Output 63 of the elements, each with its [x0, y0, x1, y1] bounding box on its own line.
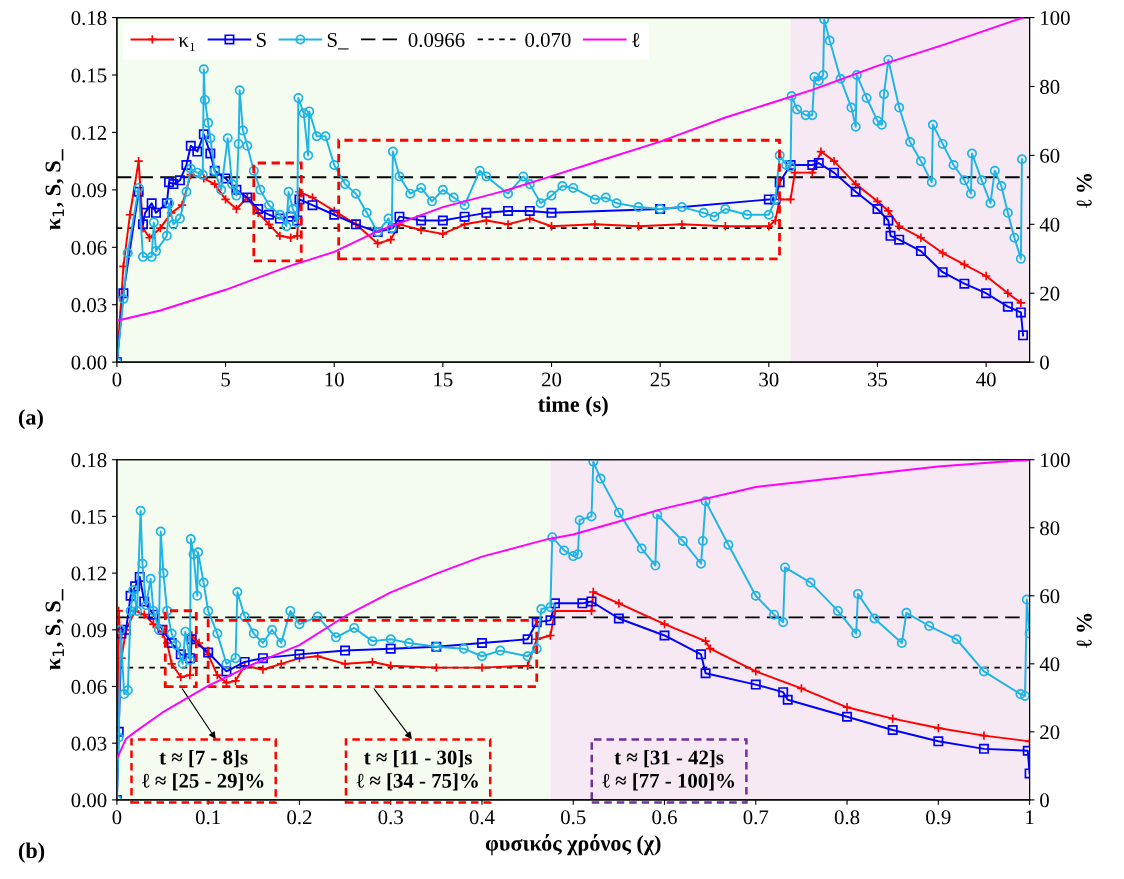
- text: (b): [18, 842, 45, 863]
- y-tick-label: 0.06: [71, 679, 107, 695]
- x-tick-label: 5: [221, 372, 230, 387]
- y2-tick-label: 20: [1040, 286, 1060, 301]
- x-tick-label: 20: [542, 372, 562, 387]
- y-tick-label: 0.18: [71, 453, 107, 468]
- x-tick-label: 0.7: [743, 810, 769, 825]
- y-tick-label: 0.15: [71, 509, 107, 524]
- x-tick-label: 1: [1026, 810, 1034, 825]
- y-tick-label: 0.03: [71, 298, 107, 313]
- annotation: t ≈ [7 - 8]s ℓ ≈ [25 - 29]%: [142, 749, 264, 791]
- y2-axis-title: ℓ %: [1076, 613, 1092, 648]
- y2-tick-label: 100: [1041, 453, 1070, 468]
- legend-label: κ₁: [178, 37, 195, 51]
- x-tick-label: 0.3: [378, 810, 403, 825]
- text: (a): [18, 409, 43, 430]
- y-tick-label: 0.00: [71, 793, 107, 808]
- legend-label: S_: [327, 32, 349, 50]
- y-tick-label: 0.00: [71, 355, 107, 370]
- y2-tick-label: 80: [1040, 521, 1060, 536]
- x-tick-label: 0.2: [287, 810, 312, 825]
- x-axis-title: time (s): [538, 396, 608, 417]
- x-tick-label: 25: [650, 372, 670, 387]
- y-tick-label: 0.18: [71, 10, 107, 26]
- y2-tick-label: 20: [1040, 725, 1060, 740]
- y2-tick-label: 40: [1039, 217, 1060, 232]
- y-tick-label: 0.03: [71, 736, 107, 751]
- x-tick-label: 0.1: [195, 810, 220, 825]
- y2-tick-label: 60: [1040, 148, 1060, 163]
- y2-tick-label: 60: [1040, 589, 1060, 604]
- x-tick-label: 35: [868, 372, 888, 387]
- legend-label: 0.0966: [408, 32, 465, 48]
- y2-tick-label: 0: [1040, 793, 1049, 808]
- x-tick-label: 0.4: [469, 810, 495, 825]
- y-tick-label: 0.09: [71, 183, 107, 198]
- x-tick-label: 30: [759, 372, 779, 387]
- y2-tick-label: 0: [1040, 355, 1049, 370]
- x-tick-label: 0.5: [561, 810, 586, 825]
- y-tick-label: 0.15: [71, 68, 107, 83]
- y2-tick-label: 100: [1041, 10, 1070, 26]
- y2-tick-label: 40: [1039, 657, 1060, 672]
- x-tick-label: 0: [112, 372, 122, 387]
- legend-label: ℓ: [631, 32, 640, 47]
- y-tick-label: 0.12: [71, 125, 107, 140]
- y2-tick-label: 80: [1040, 79, 1060, 94]
- y-tick-label: 0.09: [71, 623, 107, 638]
- legend-label: 0.070: [525, 32, 571, 48]
- y2-axis-title: ℓ %: [1076, 173, 1092, 208]
- x-tick-label: 0.8: [834, 810, 860, 825]
- x-tick-label: 0.6: [652, 810, 677, 825]
- x-axis-title: φυσικός χρόνος (χ): [485, 834, 661, 856]
- x-tick-label: 0: [112, 810, 122, 825]
- x-tick-label: 15: [434, 372, 453, 387]
- x-tick-label: 40: [976, 372, 996, 387]
- annotation: t ≈ [31 - 42]s ℓ ≈ [77 - 100]%: [602, 749, 735, 791]
- y-tick-label: 0.12: [71, 566, 107, 581]
- x-tick-label: 10: [325, 372, 344, 387]
- legend-label: S: [256, 32, 266, 47]
- y-tick-label: 0.06: [71, 240, 107, 255]
- x-tick-label: 0.9: [926, 810, 951, 825]
- y-axis-title: κ$_{1}$, S, S_: [45, 149, 64, 231]
- annotation: t ≈ [11 - 30]s ℓ ≈ [34 - 75]%: [356, 749, 478, 791]
- y-axis-title: κ$_{1}$, S, S_: [45, 589, 64, 670]
